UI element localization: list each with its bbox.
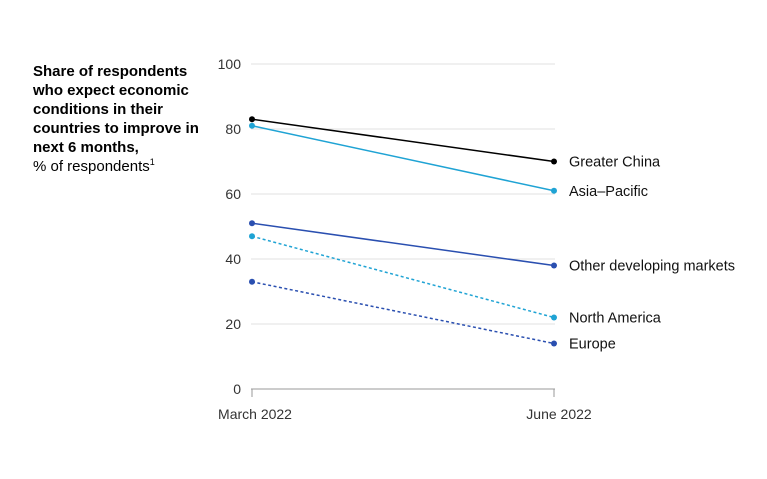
x-axis-ticks: March 2022 June 2022 [218, 388, 592, 422]
y-axis-ticks: 0 20 40 60 80 100 [218, 56, 242, 397]
y-tick-label: 80 [225, 121, 241, 137]
x-tick-label: March 2022 [218, 406, 292, 422]
chart-title-block: Share of respondents who expect economic… [33, 62, 213, 176]
y-tick-label: 100 [218, 56, 242, 72]
y-tick-label: 60 [225, 186, 241, 202]
series-line-greater-china [251, 118, 555, 163]
data-point-europe [249, 278, 255, 285]
data-point-asia-pacific [249, 122, 255, 129]
series-labels: Greater China Asia–Pacific Other developin… [569, 155, 735, 353]
y-tick-label: 20 [225, 316, 241, 332]
series-lines [249, 116, 557, 347]
data-point-greater-china [249, 116, 255, 123]
series-line-other-developing-markets [251, 222, 555, 267]
series-label-greater-china: Greater China [569, 155, 661, 171]
chart-title: Share of respondents who expect economic… [33, 63, 199, 156]
series-line-europe [251, 281, 555, 345]
data-point-other-developing-markets [551, 262, 557, 269]
gridlines [251, 63, 555, 390]
data-point-north-america [551, 314, 557, 321]
data-point-europe [551, 340, 557, 347]
series-line-north-america [251, 235, 555, 319]
chart-subtitle: % of respondents [33, 158, 150, 175]
data-point-greater-china [551, 158, 557, 165]
chart-subtitle-line: % of respondents1 [33, 157, 213, 176]
y-tick-label: 40 [225, 251, 241, 267]
series-label-europe: Europe [569, 337, 616, 353]
x-tick-label: June 2022 [526, 406, 592, 422]
series-line-asia-pacific [251, 125, 555, 192]
footnote-marker: 1 [149, 157, 155, 167]
series-label-other-developing-markets: Other developing markets [569, 259, 735, 275]
data-point-north-america [249, 233, 255, 240]
data-point-asia-pacific [551, 187, 557, 194]
series-label-north-america: North America [569, 311, 662, 327]
y-tick-label: 0 [233, 381, 241, 397]
data-point-other-developing-markets [249, 220, 255, 227]
series-label-asia-pacific: Asia–Pacific [569, 184, 648, 200]
